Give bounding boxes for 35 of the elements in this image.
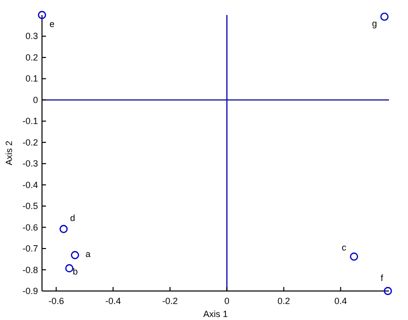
y-tick-label: -0.6 — [22, 222, 38, 232]
x-tick-label: -0.2 — [162, 296, 178, 306]
point — [65, 264, 74, 272]
point — [38, 10, 46, 20]
point — [70, 251, 80, 260]
y-tick-label: -0.2 — [22, 137, 38, 148]
y-tick-label: -0.7 — [22, 244, 38, 254]
annotation: a — [85, 249, 90, 260]
y-tick-label: 0.1 — [25, 74, 38, 84]
x-tick-label: -0.4 — [105, 296, 121, 306]
annotation: d — [70, 213, 76, 224]
y-tick-label: -0.8 — [22, 264, 38, 275]
annotation: f — [380, 273, 384, 283]
y-tick-label: -0.3 — [22, 158, 38, 169]
y-tick-label: -0.5 — [22, 201, 38, 212]
x-axis-title: Axis 1 — [203, 309, 228, 319]
y-tick-label: -0.1 — [22, 116, 38, 126]
x-tick-label: 0.4 — [334, 296, 347, 306]
point — [350, 252, 358, 261]
annotation: b — [72, 266, 78, 276]
annotation: g — [372, 18, 377, 29]
y-tick-label: 0 — [32, 94, 38, 105]
annotation: c — [342, 242, 347, 253]
y-tick-label: -0.9 — [22, 286, 38, 296]
y-tick-label: 0.3 — [25, 31, 38, 42]
x-tick-label: 0 — [224, 296, 230, 306]
point — [380, 12, 389, 21]
point — [384, 286, 392, 296]
y-axis-title: Axis 2 — [4, 140, 14, 166]
x-tick-label: 0.2 — [278, 296, 290, 306]
x-tick-label: -0.6 — [48, 296, 64, 306]
y-tick-label: -0.4 — [22, 180, 38, 190]
annotation: e — [49, 19, 55, 29]
point — [60, 224, 68, 234]
y-tick-label: 0.2 — [25, 52, 38, 62]
